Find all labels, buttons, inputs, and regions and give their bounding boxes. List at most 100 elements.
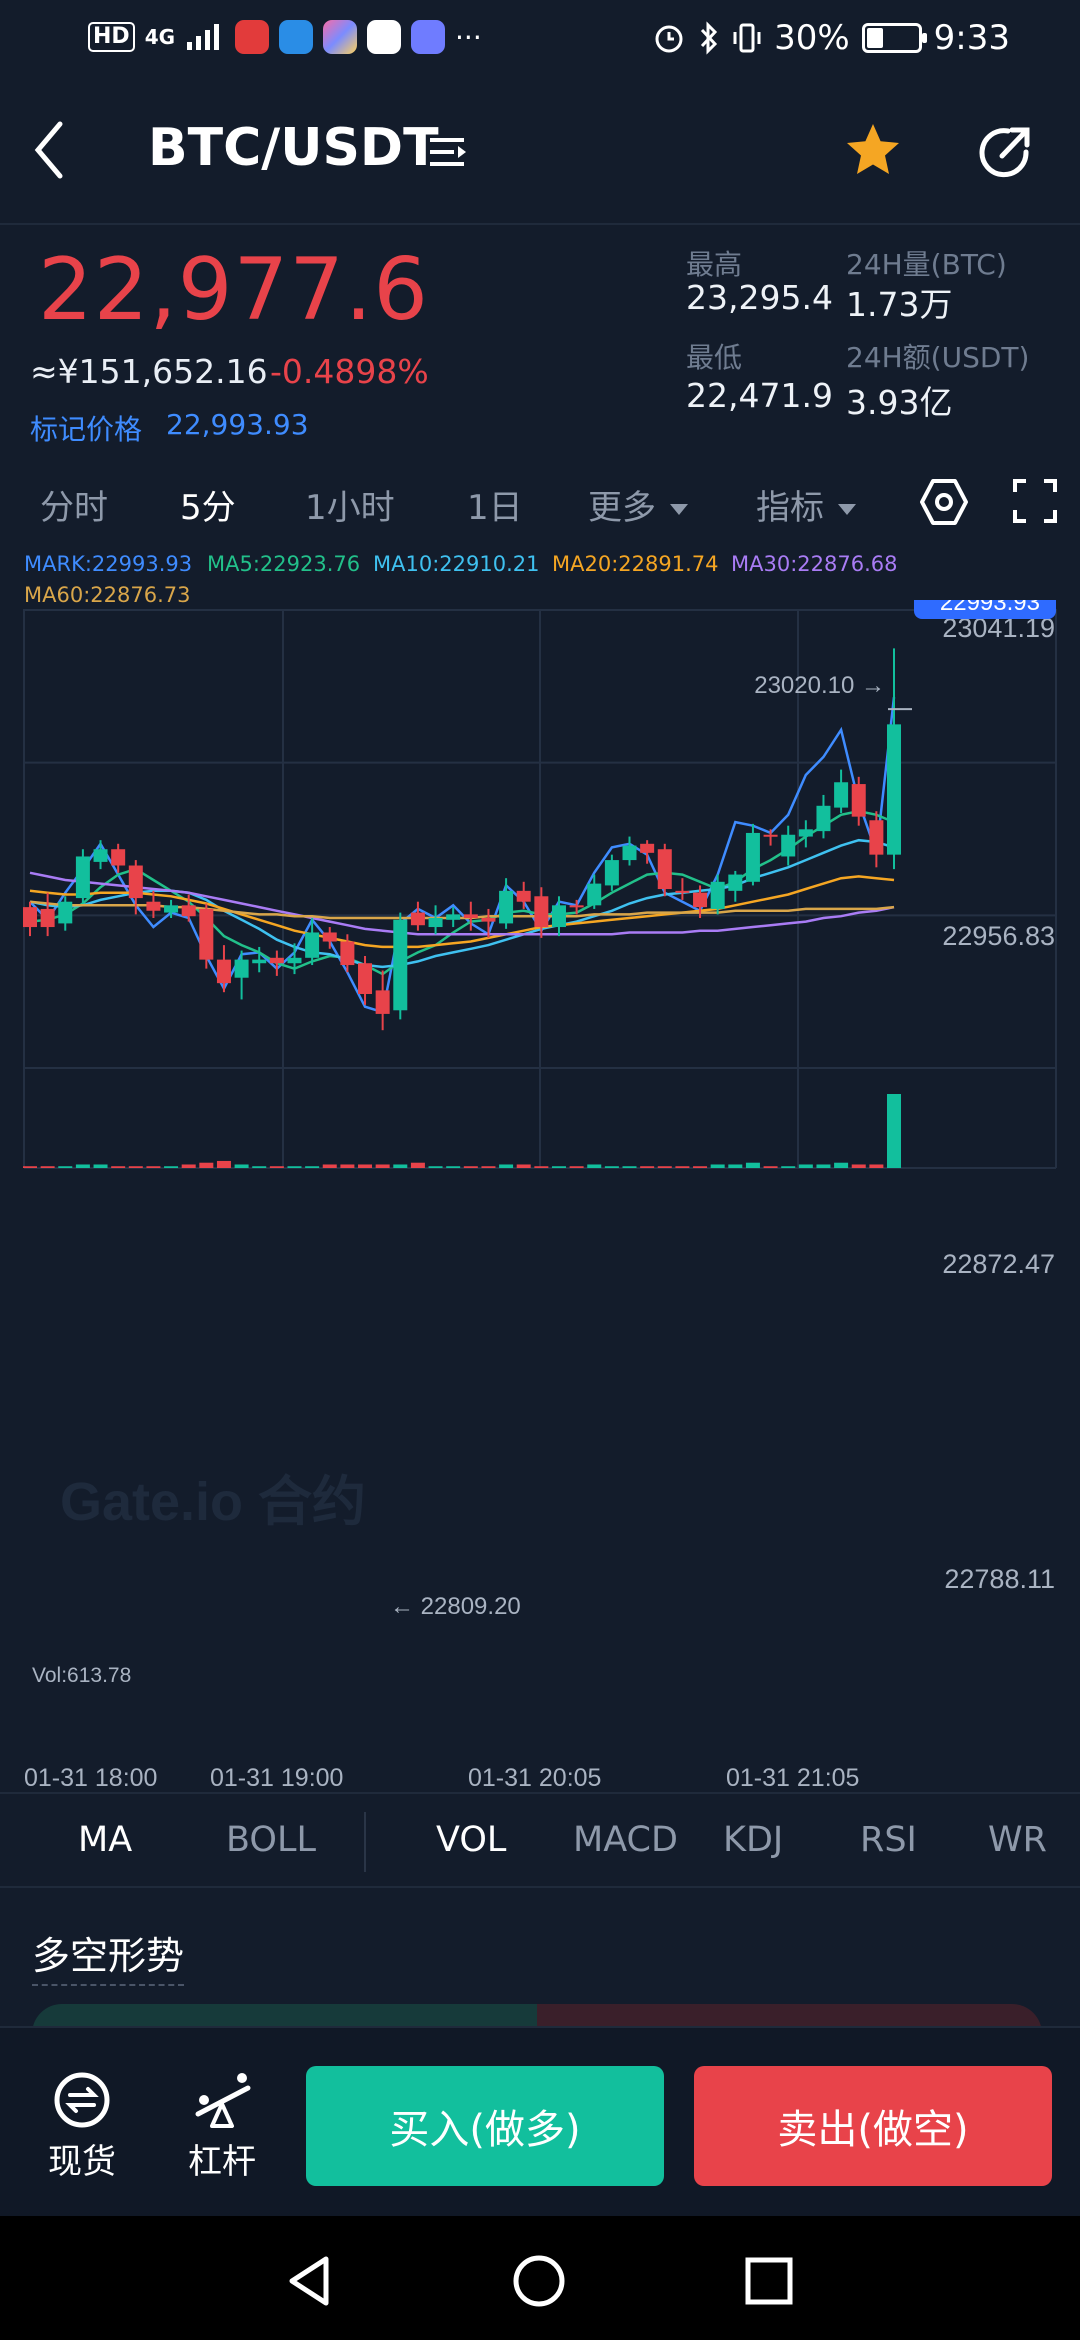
volume-bar	[551, 1166, 566, 1168]
tab-vol[interactable]: VOL	[436, 1820, 507, 1860]
volume-bar	[604, 1166, 619, 1168]
tab-wr[interactable]: WR	[988, 1820, 1047, 1860]
mark-price-tag: 22993.93	[940, 600, 1040, 616]
candle-body	[516, 890, 531, 902]
app-icon-music	[411, 20, 446, 54]
tab-timeline[interactable]: 分时	[40, 488, 108, 528]
tab-indicators-label: 指标	[756, 488, 824, 528]
tab-ma[interactable]: MA	[78, 1820, 133, 1860]
volume-bar	[657, 1166, 672, 1168]
candle-body	[816, 805, 831, 832]
candle-body	[287, 957, 302, 964]
tab-more-label: 更多	[588, 488, 656, 528]
candle-body	[393, 919, 408, 1011]
volume-bar	[587, 1164, 602, 1168]
candle-body	[851, 784, 866, 817]
volume-bar	[199, 1162, 214, 1168]
long-short-section-title[interactable]: 多空形势	[32, 1925, 185, 1986]
volume-bar	[75, 1164, 90, 1168]
signal-icon	[187, 24, 220, 50]
volume-bar	[287, 1166, 302, 1168]
high-value: 23,295.4	[686, 278, 833, 317]
settings-hex-icon[interactable]	[918, 476, 970, 528]
tab-5min[interactable]: 5分	[180, 488, 236, 528]
sell-short-button[interactable]: 卖出(做空)	[694, 2066, 1052, 2186]
candle-body	[58, 901, 73, 924]
watermark: Gate.io 合约	[60, 1472, 366, 1532]
back-icon[interactable]	[30, 118, 70, 182]
volume-bar	[516, 1164, 531, 1168]
bluetooth-icon	[700, 21, 718, 55]
volume-bar	[763, 1166, 778, 1168]
volume-bar	[305, 1166, 320, 1168]
fullscreen-icon[interactable]	[1012, 478, 1058, 524]
candle-body	[728, 874, 743, 891]
volume-bar	[781, 1166, 796, 1168]
low-value: 22,471.9	[686, 376, 833, 415]
tab-kdj[interactable]: KDJ	[723, 1820, 784, 1860]
tab-rsi[interactable]: RSI	[860, 1820, 917, 1860]
volume-bar	[128, 1166, 143, 1168]
app-icon-red	[235, 20, 270, 54]
legend-ma10: MA10:22910.21	[373, 552, 540, 576]
vibrate-icon	[733, 23, 761, 53]
header: BTC/USDT	[0, 80, 1080, 225]
candle-body	[745, 832, 760, 882]
candle-body	[428, 917, 443, 928]
tab-indicators[interactable]: 指标	[756, 480, 856, 529]
volume-bar	[446, 1166, 461, 1168]
volume-bar	[816, 1164, 831, 1168]
tab-1day[interactable]: 1日	[467, 488, 523, 528]
volume-bar	[58, 1166, 73, 1168]
legend-mark: MARK:22993.93	[24, 552, 193, 576]
high-price-marker: 23020.10 →	[754, 672, 885, 699]
leverage-button[interactable]: 杠杆	[182, 2070, 262, 2183]
nav-back-icon[interactable]	[286, 2254, 334, 2308]
more-notifications: ···	[455, 20, 482, 54]
candle-body	[164, 905, 179, 913]
candlestick-chart[interactable]: Gate.io 合约 23041.1922956.8322872.4722788…	[0, 600, 1080, 1790]
y-axis-label: 22788.11	[944, 1564, 1055, 1594]
pair-title[interactable]: BTC/USDT	[148, 118, 439, 178]
favorite-star-icon[interactable]	[843, 120, 903, 180]
chevron-down-icon	[838, 504, 856, 515]
candle-body	[675, 890, 690, 893]
candle-body	[199, 908, 214, 960]
candle-body	[887, 724, 901, 855]
nav-recents-icon[interactable]	[744, 2256, 794, 2306]
legend-ma60: MA60:22876.73	[24, 583, 191, 607]
y-axis-label: 22956.83	[942, 921, 1055, 951]
candle-body	[640, 843, 655, 853]
volume-bar	[23, 1166, 37, 1168]
leverage-label: 杠杆	[188, 2142, 256, 2182]
tab-more[interactable]: 更多	[588, 480, 688, 529]
app-icon-blue	[279, 20, 314, 54]
candle-body	[869, 820, 884, 855]
volume-bar	[869, 1164, 884, 1168]
pair-switch-icon[interactable]	[428, 132, 468, 172]
candle-body	[181, 905, 196, 917]
tab-1hour[interactable]: 1小时	[305, 488, 395, 528]
buy-long-button[interactable]: 买入(做多)	[306, 2066, 664, 2186]
tab-boll[interactable]: BOLL	[226, 1820, 316, 1860]
alarm-icon	[655, 25, 683, 53]
legend-ma30: MA30:22876.68	[731, 552, 898, 576]
spot-button[interactable]: 现货	[42, 2070, 122, 2183]
volume-bar	[393, 1164, 408, 1168]
volume-bar	[834, 1162, 849, 1168]
tab-macd[interactable]: MACD	[573, 1820, 678, 1860]
indicator-bar: MA BOLL VOL MACD KDJ RSI WR	[0, 1792, 1080, 1888]
volume-bar	[622, 1166, 637, 1168]
volume-bar	[463, 1166, 478, 1168]
nav-home-icon[interactable]	[512, 2254, 566, 2308]
volume-bar	[798, 1164, 813, 1168]
mark-price-label[interactable]: 标记价格	[30, 413, 143, 446]
candle-body	[551, 905, 566, 928]
candle-body	[93, 849, 108, 862]
volume-bar	[499, 1164, 514, 1168]
ma-line-mark	[29, 697, 896, 1014]
share-icon[interactable]	[974, 122, 1036, 184]
volume-bar	[269, 1166, 284, 1168]
volume-bar	[40, 1166, 55, 1168]
